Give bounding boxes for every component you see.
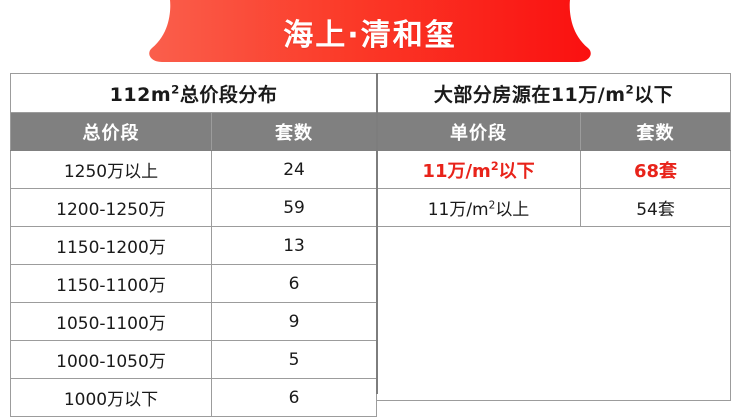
table-caption-row: 112m2总价段分布 <box>9 73 378 113</box>
unit-price-band-cell: 11万/m2以下 <box>376 150 581 189</box>
table-empty-row <box>375 226 732 401</box>
unit-count-cell: 68套 <box>579 150 732 189</box>
table-row: 1150-1200万 13 <box>10 226 378 265</box>
column-header-unit-count: 套数 <box>579 112 732 151</box>
price-band-cell: 1200-1250万 <box>10 188 212 227</box>
table-row: 1250万以上 24 <box>10 150 378 189</box>
table-header-row: 单价段 套数 <box>376 112 732 151</box>
table-row: 1150-1100万 6 <box>10 264 378 303</box>
unit-price-table: 大部分房源在11万/m2以下 单价段 套数 11万/m2以下 68套 11万/m… <box>375 73 732 401</box>
left-table-caption: 112m2总价段分布 <box>9 73 378 113</box>
table-seam-divider <box>376 73 378 394</box>
unit-count-cell: 24 <box>210 150 378 189</box>
price-band-cell: 1000万以下 <box>10 378 212 417</box>
table-row: 11万/m2以上 54套 <box>376 188 732 227</box>
table-row-highlighted: 11万/m2以下 68套 <box>376 150 732 189</box>
table-row: 1000-1050万 5 <box>10 340 378 379</box>
right-table-caption: 大部分房源在11万/m2以下 <box>375 73 732 113</box>
banner-shape-icon <box>0 0 740 62</box>
table-header-row: 总价段 套数 <box>10 112 378 151</box>
price-band-cell: 1150-1100万 <box>10 264 212 303</box>
unit-count-cell: 59 <box>210 188 378 227</box>
column-header-unit-count: 套数 <box>210 112 378 151</box>
unit-count-cell: 54套 <box>579 188 732 227</box>
price-band-cell: 1250万以上 <box>10 150 212 189</box>
unit-count-cell: 5 <box>210 340 378 379</box>
unit-count-cell: 9 <box>210 302 378 341</box>
unit-count-cell: 13 <box>210 226 378 265</box>
unit-count-cell: 6 <box>210 264 378 303</box>
total-price-table: 112m2总价段分布 总价段 套数 1250万以上 24 1200-1250万 … <box>9 73 378 417</box>
table-row: 1200-1250万 59 <box>10 188 378 227</box>
price-band-cell: 1000-1050万 <box>10 340 212 379</box>
title-banner: 海上·清和玺 <box>0 0 740 68</box>
table-row: 1000万以下 6 <box>10 378 378 417</box>
unit-price-band-cell: 11万/m2以上 <box>376 188 581 227</box>
price-band-cell: 1050-1100万 <box>10 302 212 341</box>
price-band-cell: 1150-1200万 <box>10 226 212 265</box>
table-row: 1050-1100万 9 <box>10 302 378 341</box>
column-header-price-band: 总价段 <box>10 112 212 151</box>
empty-merged-cell <box>375 226 732 401</box>
unit-count-cell: 6 <box>210 378 378 417</box>
column-header-unit-price-band: 单价段 <box>376 112 581 151</box>
table-caption-row: 大部分房源在11万/m2以下 <box>375 73 732 113</box>
